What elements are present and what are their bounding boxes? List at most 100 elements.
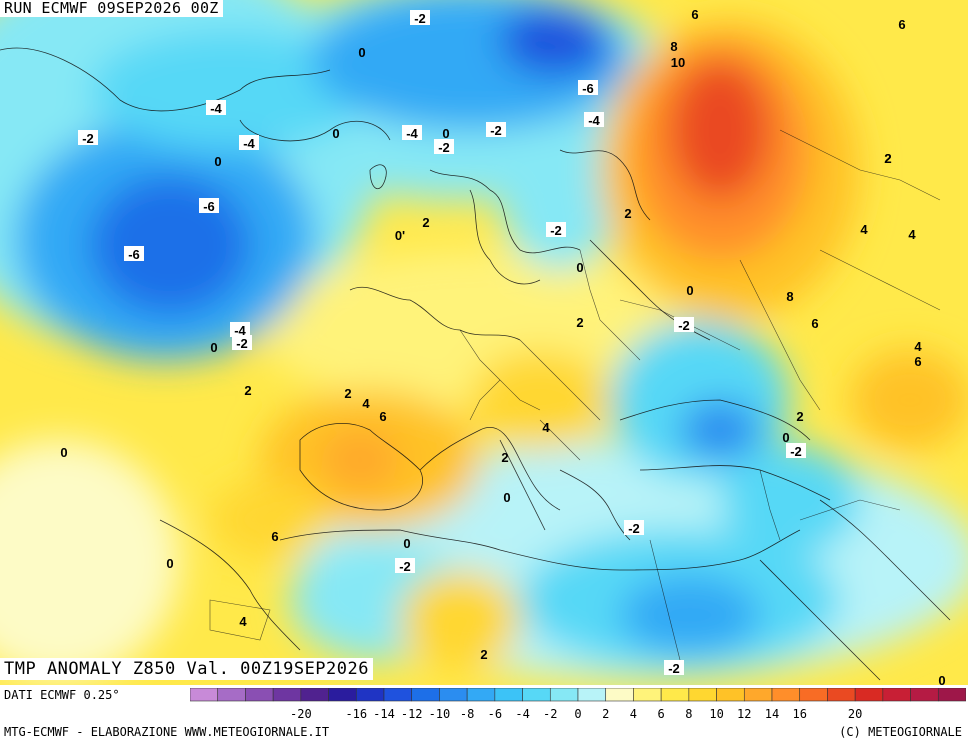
legend-swatch (300, 688, 329, 702)
contour-label: -2 (399, 559, 411, 574)
contour-label: 2 (501, 450, 508, 465)
contour-label: 2 (884, 151, 891, 166)
contour-label-bg (546, 222, 566, 237)
contour-label-bg (410, 10, 430, 25)
legend-swatch (910, 688, 939, 702)
contour-label: -2 (628, 521, 640, 536)
legend-tick-label: -8 (460, 707, 474, 721)
contour-label: 2 (624, 206, 631, 221)
contour-label: 4 (860, 222, 868, 237)
contour-label: 0 (210, 340, 217, 355)
legend-tick-label: -14 (373, 707, 395, 721)
legend-swatch (716, 688, 745, 702)
contour-label: 2 (796, 409, 803, 424)
contour-label: 4 (908, 227, 916, 242)
contour-label-bg (199, 198, 219, 213)
contour-label: -6 (582, 81, 594, 96)
contour-label: 4 (239, 614, 247, 629)
contour-label: -2 (790, 444, 802, 459)
legend-tick-label: 0 (574, 707, 581, 721)
contour-label: -6 (203, 199, 215, 214)
contour-label: 0 (686, 283, 693, 298)
legend-tick-label: 12 (737, 707, 751, 721)
legend-tick-label: 14 (765, 707, 779, 721)
contour-label: 4 (362, 396, 370, 411)
legend-swatch (605, 688, 634, 702)
legend-tick-label: 6 (658, 707, 665, 721)
contour-label: -4 (210, 101, 222, 116)
contour-label: 0 (332, 126, 339, 141)
contour-label: 0' (395, 228, 405, 243)
contour-label: -2 (236, 336, 248, 351)
contour-label: 4 (914, 339, 922, 354)
contour-label: -4 (243, 136, 255, 151)
legend-tick-label: -10 (429, 707, 451, 721)
contour-label-bg (232, 335, 252, 350)
contour-label: 2 (422, 215, 429, 230)
contour-label: -2 (490, 123, 502, 138)
legend-swatch (217, 688, 246, 702)
legend-swatch (771, 688, 801, 702)
legend-tick-label: 16 (792, 707, 806, 721)
contour-label: 2 (576, 315, 583, 330)
legend-tick-label: 8 (685, 707, 692, 721)
legend-tick-label: 10 (709, 707, 723, 721)
legend-tick-label: -20 (290, 707, 312, 721)
contour-label: -2 (438, 140, 450, 155)
legend-swatch (190, 688, 219, 702)
legend-swatch (245, 688, 274, 702)
contour-label-bg (486, 122, 506, 137)
contour-label-bg (206, 100, 226, 115)
legend-swatch (383, 688, 413, 702)
contour-label: 0 (782, 430, 789, 445)
contour-label: 8 (670, 39, 677, 54)
legend-swatch (466, 688, 496, 702)
contour-label: 0 (214, 154, 221, 169)
contour-label-bg (402, 125, 422, 140)
legend-swatch (522, 688, 551, 702)
contour-label-bg (674, 317, 694, 332)
legend-swatch (827, 688, 856, 702)
legend-tick-label: 20 (848, 707, 862, 721)
legend-tick-label: -2 (543, 707, 557, 721)
legend-tick-label: 2 (602, 707, 609, 721)
legend-swatch (660, 688, 690, 702)
contour-label-bg (239, 135, 259, 150)
legend-swatch (743, 688, 773, 702)
contour-label: 10 (671, 55, 685, 70)
contour-label-bg (434, 139, 454, 154)
legend-swatch (411, 688, 440, 702)
contour-label: 0 (60, 445, 67, 460)
legend-swatch (549, 688, 579, 702)
run-header: RUN ECMWF 09SEP2026 00Z (0, 0, 223, 17)
legend-swatch (439, 688, 468, 702)
copyright-label: (C) METEOGIORNALE (839, 725, 962, 739)
map-title: TMP ANOMALY Z850 Val. 00Z19SEP2026 (0, 658, 373, 680)
contour-label: -4 (234, 323, 246, 338)
legend-swatch (577, 688, 607, 702)
contour-label: 2 (344, 386, 351, 401)
legend-swatch (494, 688, 523, 702)
contour-label: 0 (442, 126, 449, 141)
contour-label: 0 (358, 45, 365, 60)
contour-label: 0 (503, 490, 510, 505)
contour-label-bg (578, 80, 598, 95)
legend-swatch (854, 688, 884, 702)
legend-swatch (272, 688, 302, 702)
contour-label-bg (786, 443, 806, 458)
contour-label: 6 (271, 529, 278, 544)
legend-tick-label: -12 (401, 707, 423, 721)
contour-label: 0 (938, 673, 945, 685)
contour-label: 0 (576, 260, 583, 275)
contour-label: 6 (691, 7, 698, 22)
legend-swatch (633, 688, 662, 702)
contour-label: -2 (550, 223, 562, 238)
legend-tick-label: -4 (515, 707, 529, 721)
contour-label-bg (664, 660, 684, 675)
contour-label-bg (395, 558, 415, 573)
contour-label: 2 (480, 647, 487, 662)
contour-label: 0 (403, 536, 410, 551)
contour-label: -2 (678, 318, 690, 333)
contour-label: -4 (406, 126, 418, 141)
contour-label: 6 (914, 354, 921, 369)
